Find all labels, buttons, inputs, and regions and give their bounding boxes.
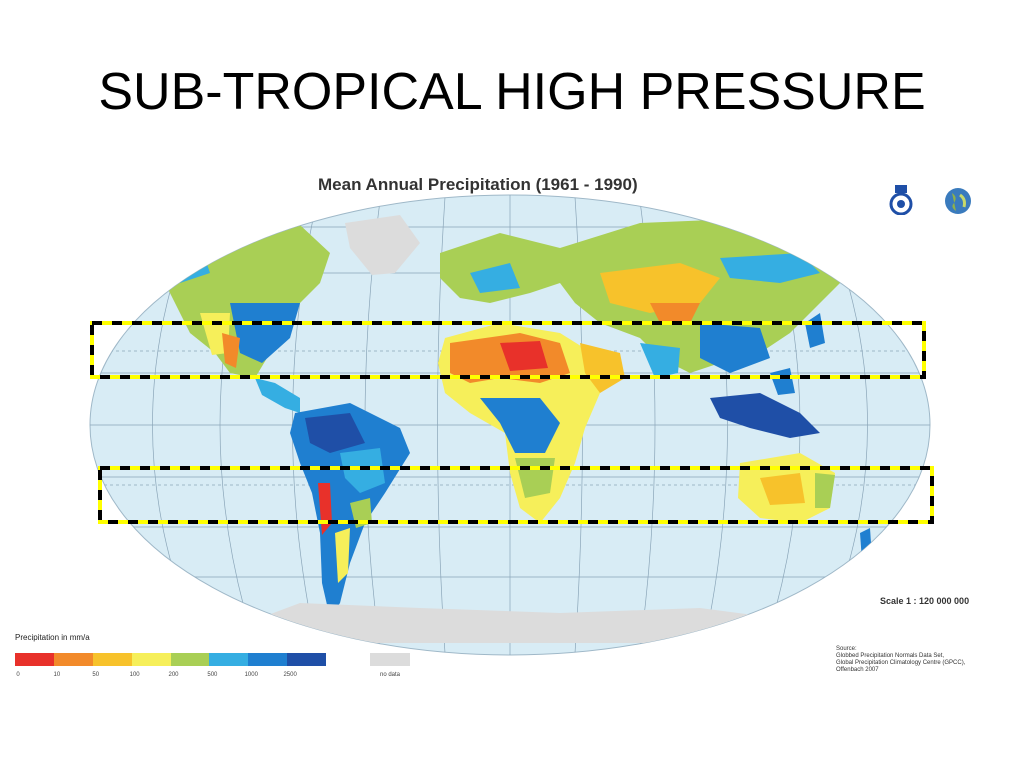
gpcc-logo-icon: [888, 185, 914, 215]
landmasses: [150, 215, 872, 643]
legend-tick-label: 0: [16, 672, 20, 678]
legend-swatch: [248, 653, 288, 666]
map-scale: Scale 1 : 120 000 000: [880, 596, 970, 606]
world-map-svg: [89, 194, 934, 656]
legend-swatch: [131, 653, 171, 666]
no-data-swatch: [370, 653, 410, 666]
legend-ticks: 0 10 50 100 200 500 1000 2500: [15, 672, 335, 682]
subtropical-bands: [90, 321, 934, 524]
legend-tick-label: 1000: [244, 672, 258, 678]
legend-swatch: [92, 653, 132, 666]
legend-color-bar: [15, 653, 327, 666]
slide-title: SUB-TROPICAL HIGH PRESSURE: [98, 63, 926, 121]
legend-tick-label: 200: [168, 672, 179, 678]
legend-swatch: [287, 653, 327, 666]
no-data-label: no data: [379, 672, 401, 678]
legend-tick-label: 500: [207, 672, 218, 678]
northern-high-pressure-band-dash: [90, 321, 926, 379]
legend-tick-label: 100: [129, 672, 140, 678]
legend-tick-label: 10: [53, 672, 61, 678]
legend-swatch: [15, 653, 54, 666]
legend-tick-label: 50: [92, 672, 100, 678]
legend-swatch: [209, 653, 249, 666]
source-line: Source:: [836, 646, 857, 652]
precipitation-map: Mean Annual Precipitation (1961 - 1990) …: [0, 163, 1024, 683]
source-line: Offenbach 2007: [836, 667, 879, 673]
source-note: Source: Globbed Precipitation Normals Dat…: [836, 646, 965, 674]
source-line: Global Precipitation Climatology Centre …: [836, 660, 966, 666]
southern-high-pressure-band-dash: [98, 466, 934, 524]
legend-tick-label: 2500: [283, 672, 297, 678]
globe-icon: [944, 187, 972, 215]
legend-swatch: [53, 653, 93, 666]
source-line: Globbed Precipitation Normals Data Set,: [836, 653, 945, 659]
legend-swatch: [170, 653, 210, 666]
legend-title: Precipitation in mm/a: [15, 633, 90, 642]
map-title: Mean Annual Precipitation (1961 - 1990): [318, 175, 638, 194]
